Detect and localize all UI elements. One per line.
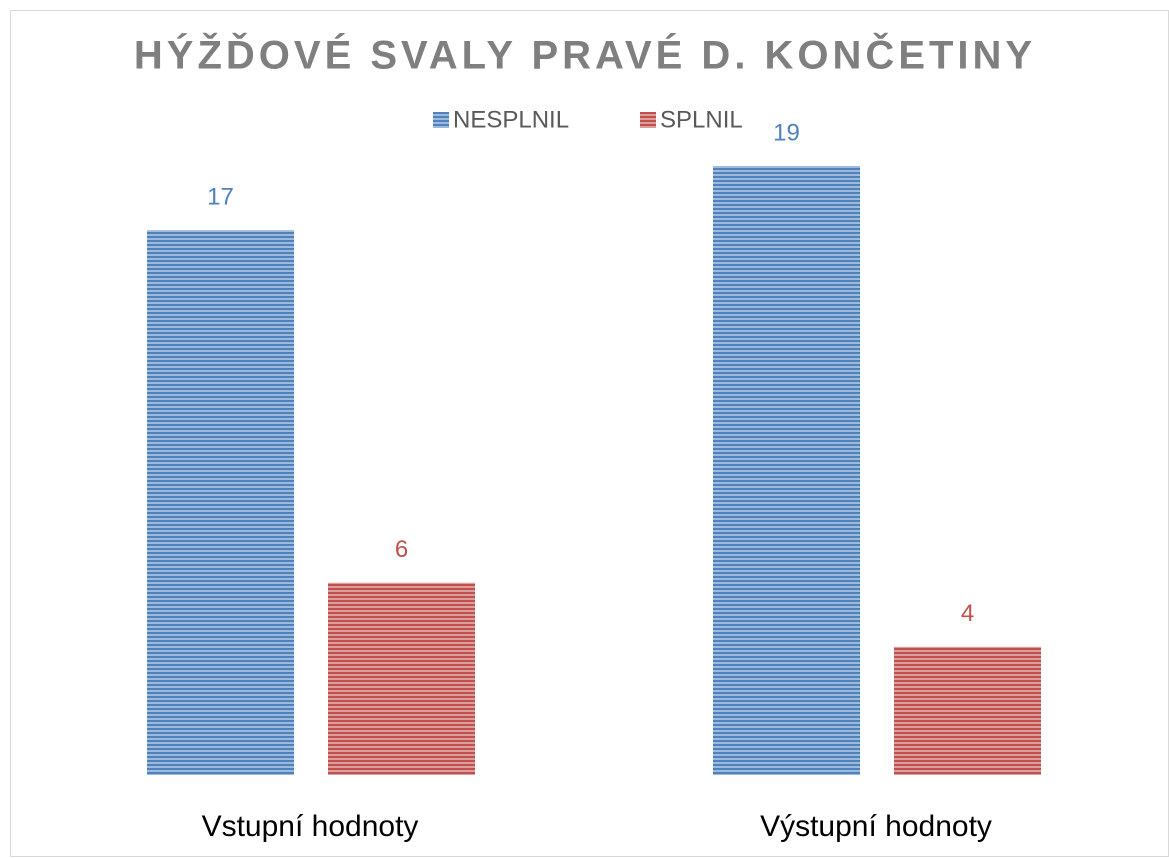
bar bbox=[894, 646, 1041, 775]
legend-label: NESPLNIL bbox=[453, 106, 569, 133]
data-label: 17 bbox=[207, 183, 234, 210]
data-label: 19 bbox=[773, 119, 800, 146]
data-label: 6 bbox=[395, 536, 408, 563]
bar bbox=[713, 166, 860, 776]
legend-swatch bbox=[433, 112, 449, 128]
x-tick-label: Výstupní hodnoty bbox=[760, 810, 992, 843]
x-tick-label: Vstupní hodnoty bbox=[202, 810, 419, 843]
data-label: 4 bbox=[961, 600, 974, 627]
bar bbox=[328, 582, 475, 775]
legend-label: SPLNIL bbox=[660, 106, 743, 133]
legend-swatch bbox=[640, 112, 656, 128]
bar bbox=[147, 230, 294, 775]
chart-title: HÝŽĎOVÉ SVALY PRAVÉ D. KONČETINY bbox=[134, 32, 1036, 78]
